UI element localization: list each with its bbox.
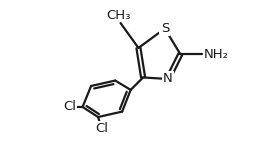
Text: S: S: [161, 22, 169, 35]
Text: N: N: [163, 73, 173, 85]
Text: CH₃: CH₃: [106, 9, 130, 22]
Text: Cl: Cl: [95, 122, 108, 135]
Text: NH₂: NH₂: [203, 48, 228, 61]
Text: Cl: Cl: [63, 100, 76, 113]
